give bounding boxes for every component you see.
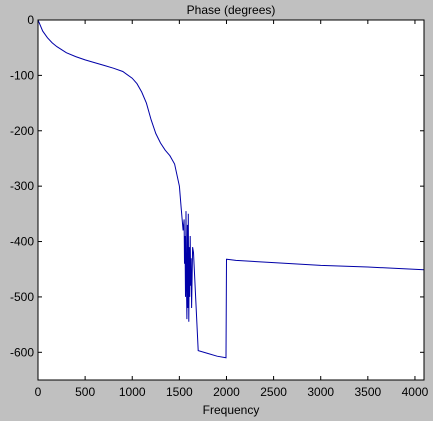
- x-tick-label: 2000: [213, 385, 240, 399]
- x-tick-label: 1500: [166, 385, 193, 399]
- y-tick-label: -100: [10, 68, 34, 82]
- phase-series-line: [37, 19, 425, 359]
- y-tick-label: -200: [10, 124, 34, 138]
- y-tick-label: 0: [27, 13, 34, 27]
- plot-area: [38, 20, 424, 380]
- axes-frame: [37, 19, 425, 381]
- y-tick-label: -500: [10, 290, 34, 304]
- y-tick-label: -300: [10, 179, 34, 193]
- series-group: [37, 19, 425, 359]
- y-tick-label: -600: [10, 345, 34, 359]
- x-tick-label: 3500: [354, 385, 381, 399]
- y-tick-label: -400: [10, 235, 34, 249]
- x-tick-label: 3000: [307, 385, 334, 399]
- x-tick-label: 1000: [119, 385, 146, 399]
- chart-title: Phase (degrees): [187, 3, 276, 17]
- x-tick-label: 2500: [260, 385, 287, 399]
- axis-ticks: 0 500 1000 1500 2000 2500 3000 3500 4000 0 -100 -20…: [10, 13, 429, 399]
- x-tick-label: 500: [75, 385, 95, 399]
- x-axis-label: Frequency: [203, 403, 260, 417]
- x-tick-label: 0: [35, 385, 42, 399]
- x-tick-label: 4000: [402, 385, 429, 399]
